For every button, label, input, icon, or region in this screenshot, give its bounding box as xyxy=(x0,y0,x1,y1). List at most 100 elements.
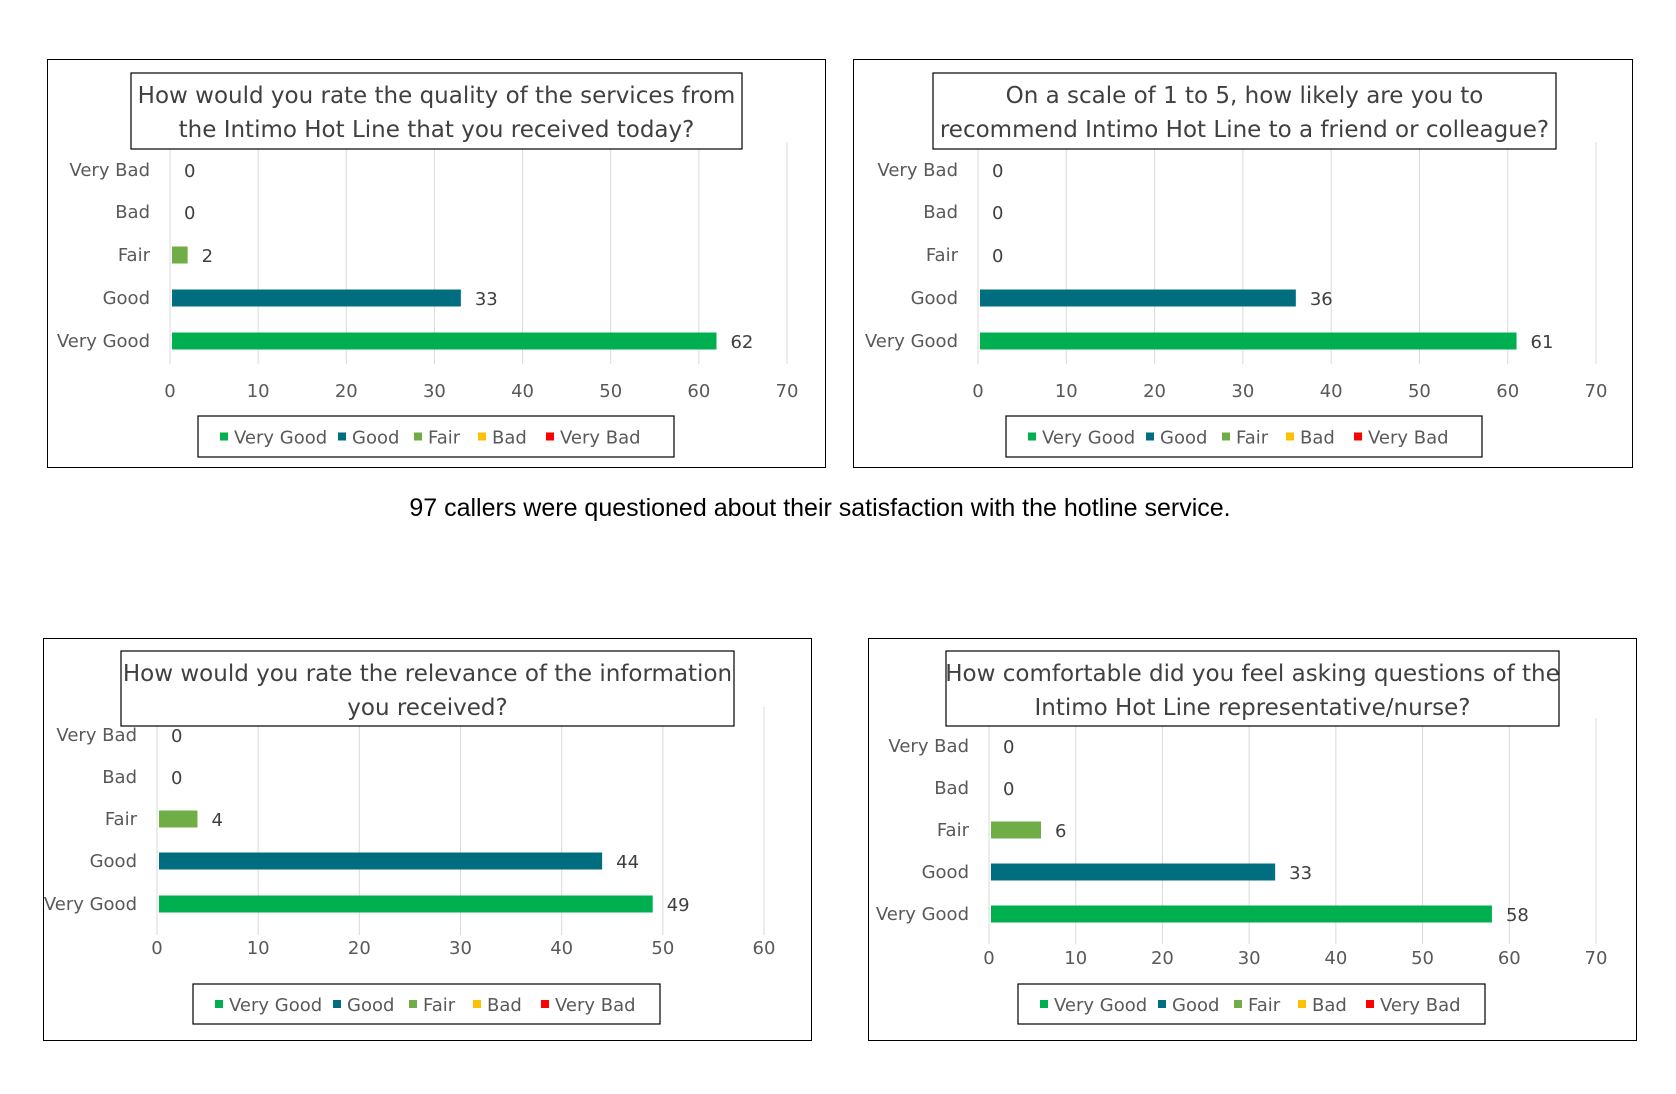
legend-label: Very Bad xyxy=(1368,428,1449,449)
legend-swatch xyxy=(1298,1000,1306,1008)
chart-relevance: How would you rate the relevance of the … xyxy=(44,650,776,1025)
legend-label: Bad xyxy=(1300,428,1335,449)
data-label: 0 xyxy=(1003,779,1014,800)
data-label: 0 xyxy=(992,161,1003,182)
x-tick-label: 10 xyxy=(247,381,270,402)
legend-label: Very Good xyxy=(1054,995,1147,1016)
x-tick-label: 0 xyxy=(972,381,983,402)
chart-title-line: On a scale of 1 to 5, how likely are you… xyxy=(1006,83,1484,109)
bar xyxy=(159,810,198,828)
x-tick-label: 10 xyxy=(1055,381,1078,402)
x-tick-label: 10 xyxy=(247,938,270,959)
chart-panel-quality: How would you rate the quality of the se… xyxy=(47,59,826,468)
data-label: 36 xyxy=(1310,289,1333,310)
x-tick-label: 70 xyxy=(1585,381,1608,402)
legend-label: Fair xyxy=(1248,995,1281,1016)
x-tick-label: 30 xyxy=(1231,381,1254,402)
legend-swatch xyxy=(338,432,346,441)
legend-swatch xyxy=(220,432,228,441)
x-tick-label: 20 xyxy=(1143,381,1166,402)
x-tick-label: 30 xyxy=(423,381,446,402)
legend-label: Bad xyxy=(487,995,522,1016)
category-label: Bad xyxy=(923,202,958,223)
bar xyxy=(980,289,1296,307)
category-label: Bad xyxy=(934,778,969,799)
chart-panel-recommend: On a scale of 1 to 5, how likely are you… xyxy=(853,59,1633,468)
data-label: 6 xyxy=(1055,821,1066,842)
legend-swatch xyxy=(1158,1000,1166,1008)
data-label: 62 xyxy=(730,332,753,353)
bar xyxy=(159,852,603,870)
bar xyxy=(991,863,1276,881)
x-tick-label: 50 xyxy=(1408,381,1431,402)
chart-quality: How would you rate the quality of the se… xyxy=(57,72,798,458)
legend-swatch xyxy=(1146,432,1154,441)
chart-title-line: How comfortable did you feel asking ques… xyxy=(945,661,1560,687)
category-label: Very Bad xyxy=(69,160,150,181)
data-label: 2 xyxy=(202,246,213,267)
legend-label: Bad xyxy=(1312,995,1347,1016)
legend-swatch xyxy=(1286,432,1294,441)
legend-box xyxy=(197,415,675,458)
chart-title-line: How would you rate the relevance of the … xyxy=(123,661,732,687)
legend-swatch xyxy=(478,432,486,441)
legend-label: Bad xyxy=(492,428,527,449)
legend-swatch xyxy=(333,1000,341,1008)
category-label: Very Good xyxy=(865,331,958,352)
legend-label: Very Bad xyxy=(560,428,641,449)
category-label: Very Good xyxy=(876,904,969,925)
legend-swatch xyxy=(473,1000,481,1008)
data-label: 4 xyxy=(211,810,222,831)
category-label: Very Bad xyxy=(888,736,969,757)
legend-label: Very Bad xyxy=(555,995,636,1016)
legend-swatch xyxy=(541,1000,549,1008)
category-label: Good xyxy=(103,288,150,309)
legend-swatch xyxy=(409,1000,417,1008)
chart-title-line: How would you rate the quality of the se… xyxy=(138,83,736,109)
legend-swatch xyxy=(1222,432,1230,441)
category-label: Very Bad xyxy=(56,725,137,746)
x-tick-label: 10 xyxy=(1064,948,1087,969)
legend-swatch xyxy=(215,1000,223,1008)
legend-swatch xyxy=(1354,432,1362,441)
chart-title-box xyxy=(130,72,743,150)
legend-swatch xyxy=(1366,1000,1374,1008)
chart-panel-comfort: How comfortable did you feel asking ques… xyxy=(868,638,1637,1041)
chart-title-box xyxy=(945,650,1560,727)
data-label: 0 xyxy=(184,161,195,182)
bar xyxy=(172,289,461,307)
legend-swatch xyxy=(414,432,422,441)
legend-label: Fair xyxy=(1236,428,1269,449)
x-tick-label: 60 xyxy=(753,938,776,959)
bar xyxy=(991,905,1492,923)
category-label: Very Bad xyxy=(877,160,958,181)
legend-label: Good xyxy=(347,995,394,1016)
x-tick-label: 60 xyxy=(1496,381,1519,402)
chart-title-line: the Intimo Hot Line that you received to… xyxy=(179,117,695,143)
legend-label: Very Good xyxy=(229,995,322,1016)
x-tick-label: 40 xyxy=(1320,381,1343,402)
data-label: 49 xyxy=(667,895,690,916)
data-label: 44 xyxy=(616,852,639,873)
data-label: 58 xyxy=(1506,905,1529,926)
x-tick-label: 60 xyxy=(687,381,710,402)
legend-label: Good xyxy=(1160,428,1207,449)
legend-label: Fair xyxy=(428,428,461,449)
legend-label: Good xyxy=(352,428,399,449)
x-tick-label: 50 xyxy=(599,381,622,402)
x-tick-label: 40 xyxy=(550,938,573,959)
category-label: Bad xyxy=(102,767,137,788)
category-label: Very Good xyxy=(44,894,137,915)
data-label: 0 xyxy=(992,246,1003,267)
legend-label: Very Good xyxy=(1042,428,1135,449)
category-label: Fair xyxy=(926,245,959,266)
legend-label: Good xyxy=(1172,995,1219,1016)
data-label: 0 xyxy=(992,203,1003,224)
survey-caption: 97 callers were questioned about their s… xyxy=(409,494,1231,522)
data-label: 33 xyxy=(475,289,498,310)
data-label: 0 xyxy=(1003,737,1014,758)
legend-box xyxy=(192,983,661,1025)
x-tick-label: 20 xyxy=(335,381,358,402)
data-label: 33 xyxy=(1289,863,1312,884)
x-tick-label: 40 xyxy=(511,381,534,402)
